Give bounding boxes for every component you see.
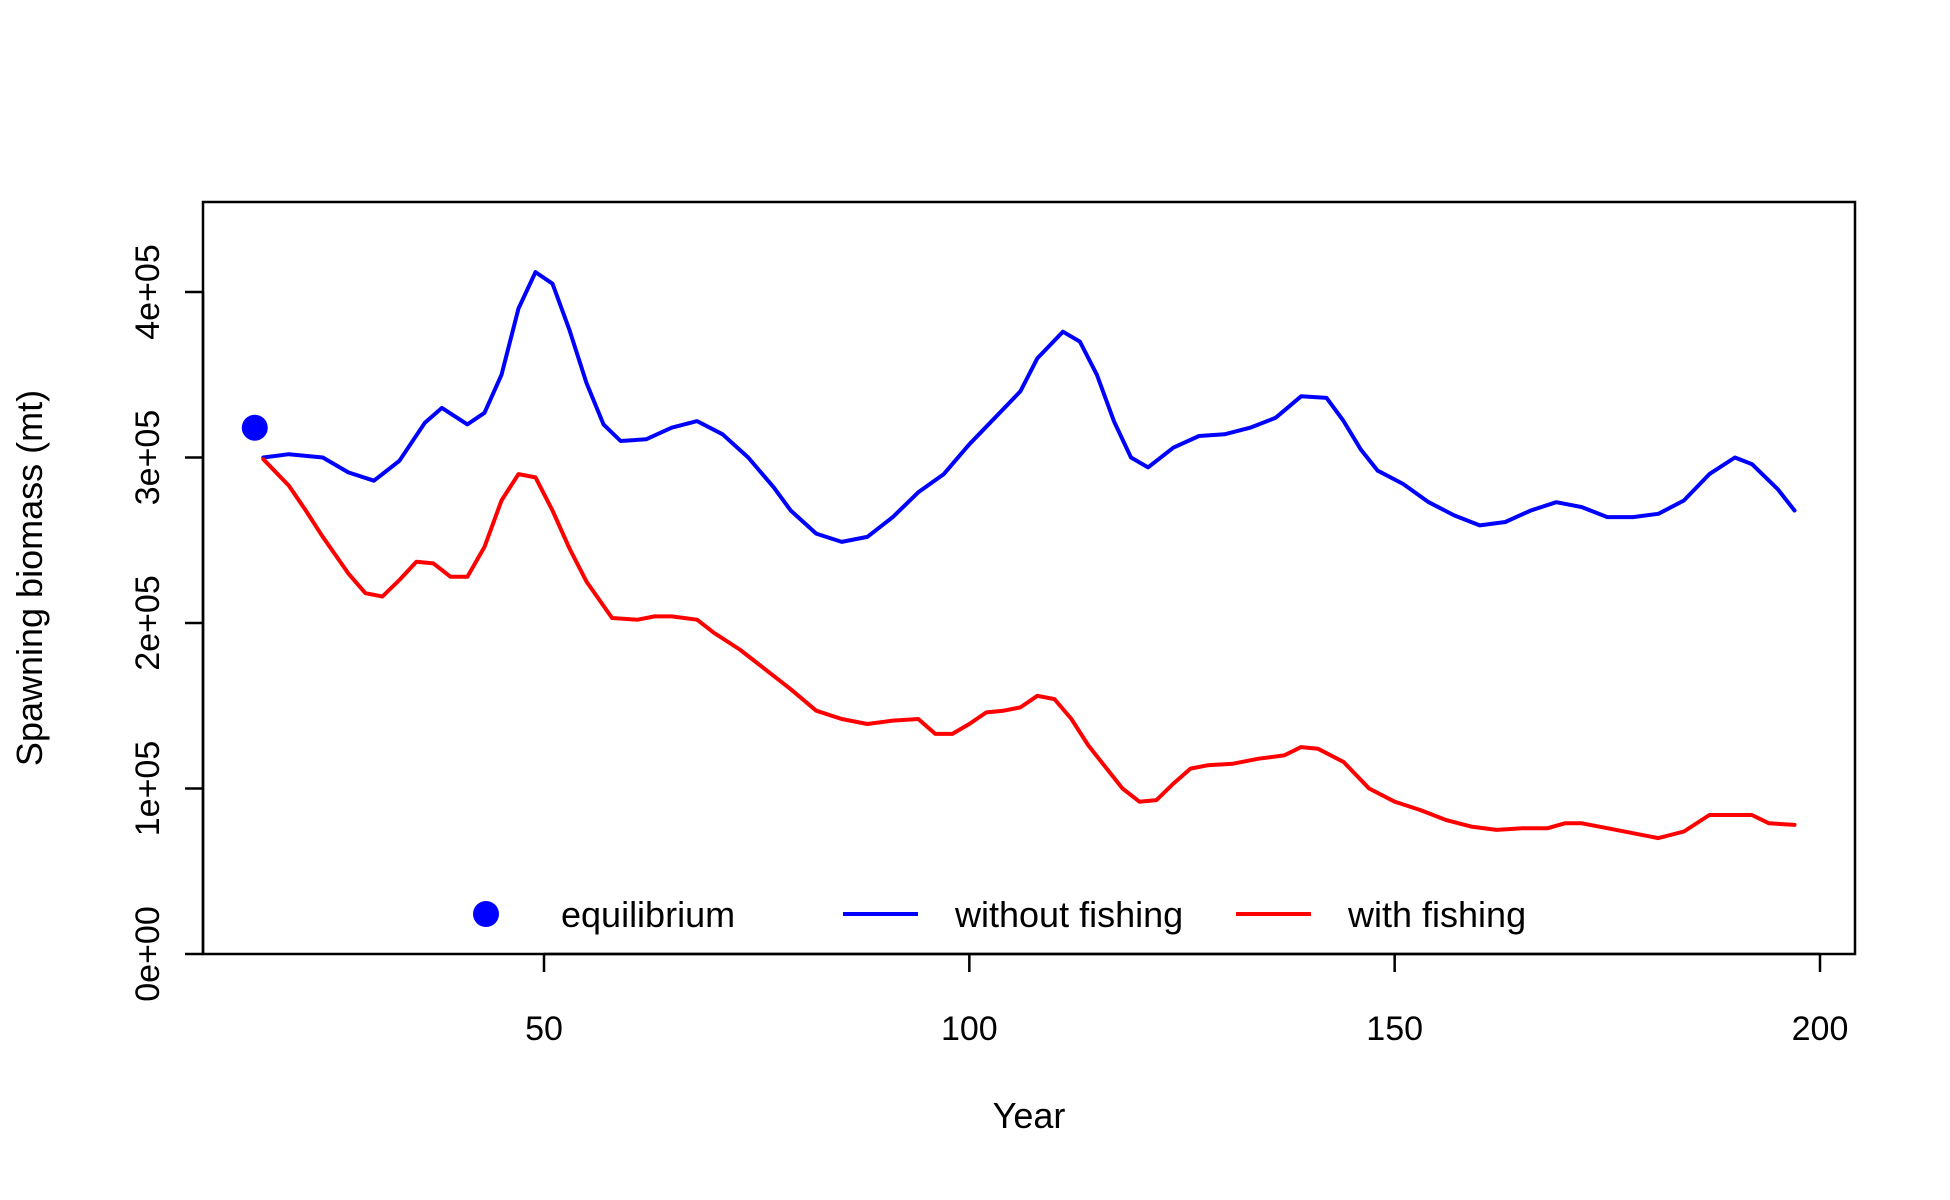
- legend-label: with fishing: [1347, 894, 1526, 935]
- without-fishing-line: [261, 270, 1797, 544]
- equilibrium-point: [241, 414, 268, 441]
- x-tick-label: 100: [941, 1010, 998, 1048]
- x-tick-label: 150: [1366, 1010, 1423, 1048]
- series-layer: [241, 270, 1797, 841]
- x-tick-label: 200: [1792, 1010, 1849, 1048]
- legend: equilibrium without fishing with fishing: [473, 894, 1526, 935]
- x-axis: 50 100 150 200: [525, 952, 1849, 1048]
- y-tick-label: 1e+05: [129, 741, 167, 837]
- y-tick-label: 0e+00: [129, 906, 167, 1002]
- legend-label: without fishing: [954, 894, 1183, 935]
- y-tick-label: 2e+05: [129, 575, 167, 671]
- with-fishing-line: [261, 457, 1797, 841]
- legend-symbol-point: [473, 901, 499, 927]
- x-tick-label: 50: [525, 1010, 563, 1048]
- y-axis-label: Spawning biomass (mt): [9, 390, 50, 766]
- y-tick-label: 3e+05: [129, 410, 167, 506]
- legend-label: equilibrium: [561, 894, 735, 935]
- x-axis-label: Year: [993, 1095, 1066, 1136]
- y-tick-label: 4e+05: [129, 244, 167, 340]
- y-axis: 0e+00 1e+05 2e+05 3e+05 4e+05: [129, 244, 205, 1002]
